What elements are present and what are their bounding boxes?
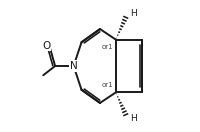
Text: or1: or1	[101, 82, 113, 88]
Text: or1: or1	[101, 44, 113, 50]
Text: H: H	[130, 9, 137, 18]
Text: N: N	[70, 61, 77, 71]
Text: H: H	[130, 114, 137, 123]
Text: O: O	[42, 41, 51, 51]
